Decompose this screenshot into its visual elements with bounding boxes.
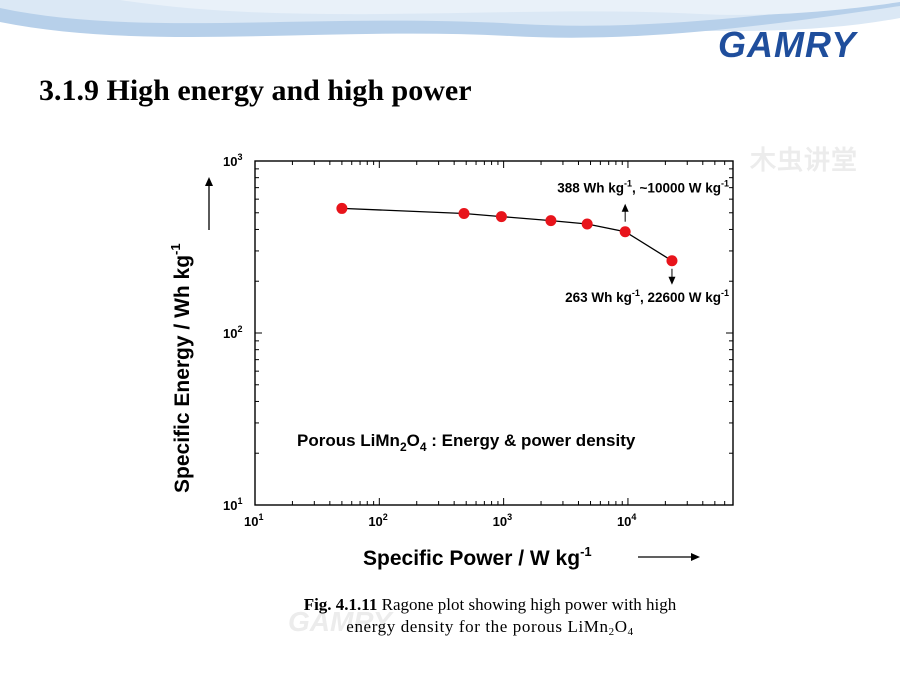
ragone-chart: 101 102 103 104 101 102 103 388 Wh kg-1, ~100… (168, 152, 734, 570)
y-tick-label: 101 (223, 496, 242, 513)
slide-title: 3.1.9 High energy and high power (39, 74, 472, 107)
logo-text: GAMRY (718, 24, 858, 65)
caption-line-1: Fig. 4.1.11 Ragone plot showing high pow… (250, 594, 730, 616)
annotation-arrowhead (621, 203, 629, 212)
data-point (336, 202, 348, 214)
x-axis-label: Specific Power / W kg-1 (363, 544, 592, 570)
watermark-logo: GAMRY (288, 606, 392, 637)
annotation-high-power: 263 Wh kg-1, 22600 W kg-1 (565, 268, 729, 305)
annotation-label: 388 Wh kg-1, ~10000 W kg-1 (557, 179, 729, 196)
data-point (495, 211, 507, 223)
x-axis-ticks: 101 102 103 104 (244, 161, 734, 529)
data-point (666, 255, 678, 267)
y-axis-ticks: 101 102 103 (223, 152, 733, 513)
x-tick-label: 104 (617, 512, 636, 529)
annotation-arrowhead (668, 276, 676, 285)
figure-caption: Fig. 4.1.11 Ragone plot showing high pow… (250, 594, 730, 643)
plot-frame (254, 160, 734, 506)
x-axis-arrow (638, 553, 700, 561)
y-tick-label: 103 (223, 152, 242, 169)
caption-line-2: energy density for the porous LiMn2O4 (346, 617, 634, 638)
watermark-text: 木虫讲堂 (750, 146, 859, 176)
data-point (619, 226, 631, 238)
annotation-label: 263 Wh kg-1, 22600 W kg-1 (565, 288, 729, 305)
y-axis-arrow (205, 177, 213, 230)
data-point (545, 215, 557, 227)
annotations-layer: 388 Wh kg-1, ~10000 W kg-1 263 Wh kg-1, 2… (557, 179, 729, 305)
inset-label: Porous LiMn2O4 : Energy & power density (297, 431, 636, 454)
data-point (581, 218, 593, 230)
gamry-logo: GAMRY (718, 24, 858, 65)
plot-border (254, 160, 734, 506)
annotation-high-energy: 388 Wh kg-1, ~10000 W kg-1 (557, 179, 729, 222)
series-layer (336, 202, 678, 267)
x-tick-label: 103 (493, 512, 512, 529)
x-tick-label: 101 (244, 512, 263, 529)
y-axis-label: Specific Energy / Wh kg-1 (168, 243, 194, 493)
caption-text-1: Ragone plot showing high power with high (377, 595, 677, 614)
data-point (458, 208, 470, 220)
header-wave-decoration (0, 0, 900, 38)
figure-number: Fig. 4.1.11 (303, 595, 378, 614)
x-tick-label: 102 (368, 512, 387, 529)
y-tick-label: 102 (223, 324, 242, 341)
